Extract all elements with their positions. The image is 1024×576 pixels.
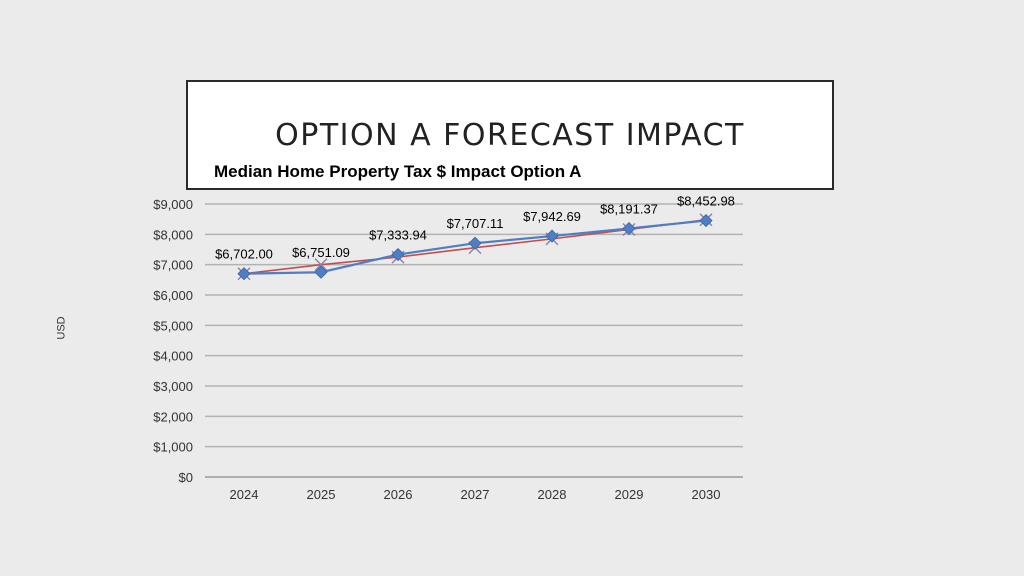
- data-label: $8,191.37: [600, 202, 658, 217]
- y-tick-label: $9,000: [153, 197, 193, 212]
- x-tick-label: 2024: [230, 487, 259, 502]
- series: [237, 213, 713, 281]
- y-tick-label: $8,000: [153, 227, 193, 242]
- x-tick-label: 2028: [538, 487, 567, 502]
- y-tick-label: $1,000: [153, 440, 193, 455]
- x-tick-label: 2030: [692, 487, 721, 502]
- data-label: $7,707.11: [447, 216, 504, 231]
- y-tick-label: $2,000: [153, 409, 193, 424]
- data-label: $6,702.00: [215, 247, 273, 262]
- data-point: [237, 267, 251, 281]
- data-label: $7,942.69: [523, 209, 581, 224]
- data-point: [314, 265, 328, 279]
- data-point: [314, 258, 328, 272]
- data-labels: $6,702.00 $6,751.09 $7,333.94 $7,707.11 $7,9…: [215, 194, 735, 262]
- data-label: $6,751.09: [292, 245, 350, 260]
- data-label: $8,452.98: [677, 194, 735, 209]
- x-tick-label: 2027: [461, 487, 490, 502]
- data-point: [699, 214, 713, 228]
- data-point: [622, 221, 636, 236]
- y-tick-label: $6,000: [153, 288, 193, 303]
- y-tick-label: $0: [179, 470, 193, 485]
- data-point: [391, 247, 405, 262]
- x-tick-labels: 2024 2025 2026 2027 2028 2029 2030: [230, 487, 721, 502]
- y-tick-labels: $0 $1,000 $2,000 $3,000 $4,000 $5,000 $6,000 $7…: [153, 197, 193, 485]
- slide-title: OPTION A FORECAST IMPACT: [275, 118, 745, 153]
- x-tick-label: 2029: [615, 487, 644, 502]
- y-tick-label: $4,000: [153, 349, 193, 364]
- title-box: OPTION A FORECAST IMPACT Median Home Pro…: [186, 80, 834, 190]
- gridlines: [205, 203, 743, 478]
- data-label: $7,333.94: [369, 228, 427, 243]
- data-point: [468, 236, 482, 250]
- y-tick-label: $7,000: [153, 258, 193, 273]
- data-point: [545, 229, 559, 243]
- chart-title: Median Home Property Tax $ Impact Option…: [214, 162, 582, 181]
- x-tick-label: 2026: [384, 487, 413, 502]
- y-tick-label: $3,000: [153, 379, 193, 394]
- x-tick-label: 2025: [307, 487, 336, 502]
- y-tick-label: $5,000: [153, 318, 193, 333]
